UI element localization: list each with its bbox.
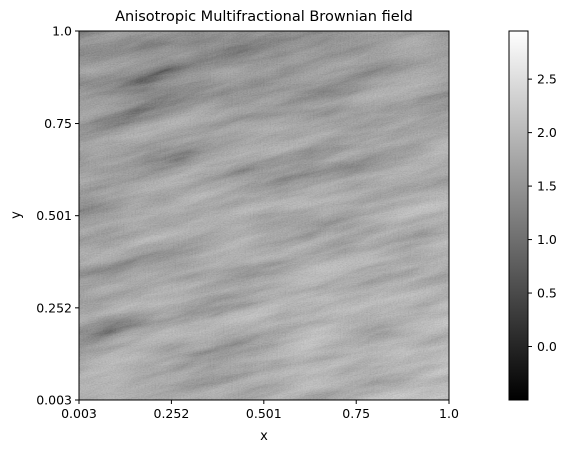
colorbar-tick-label: 1.5 [537, 179, 557, 194]
colorbar-tick-label: 0.5 [537, 286, 557, 301]
colorbar-tick-label: 1.0 [537, 232, 557, 247]
y-tick-label: 0.75 [44, 116, 72, 131]
x-tick-label: 0.003 [61, 406, 97, 421]
y-axis-ticks: 0.003 0.252 0.501 0.75 1.0 [36, 24, 79, 408]
y-axis-label: y [9, 211, 24, 219]
x-tick-label: 0.252 [154, 406, 190, 421]
x-tick-label: 0.75 [342, 406, 370, 421]
y-tick-label: 0.003 [36, 393, 72, 408]
colorbar-tick-label: 0.0 [537, 339, 557, 354]
x-axis-label: x [260, 429, 268, 444]
colorbar-tick-label: 2.5 [537, 72, 557, 87]
colorbar-tick-label: 2.0 [537, 125, 557, 140]
chart-title: Anisotropic Multifractional Brownian fie… [115, 9, 413, 25]
x-tick-label: 1.0 [439, 406, 459, 421]
colorbar [508, 30, 529, 401]
x-axis-ticks: 0.003 0.252 0.501 0.75 1.0 [61, 400, 459, 421]
colorbar-ticks: 0.0 0.5 1.0 1.5 2.0 2.5 [528, 72, 557, 354]
heatmap-grain [79, 31, 449, 400]
y-tick-label: 1.0 [52, 24, 72, 39]
y-tick-label: 0.501 [36, 208, 72, 223]
x-tick-label: 0.501 [246, 406, 282, 421]
y-tick-label: 0.252 [36, 300, 72, 315]
